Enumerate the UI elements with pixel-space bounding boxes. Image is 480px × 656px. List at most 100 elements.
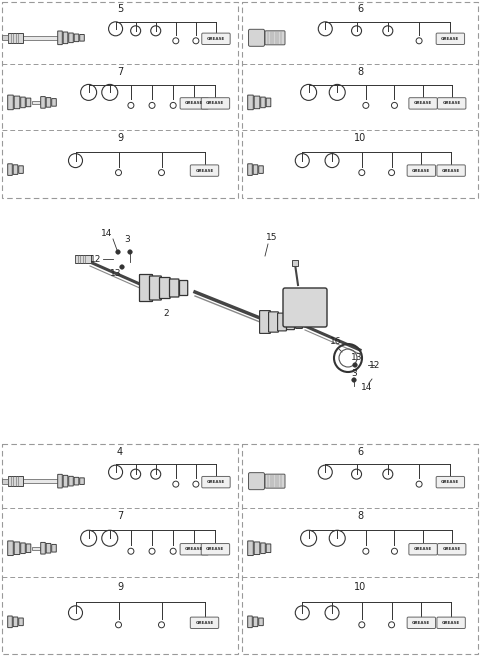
Text: GREASE: GREASE bbox=[207, 37, 225, 41]
Text: GREASE: GREASE bbox=[441, 37, 459, 41]
FancyBboxPatch shape bbox=[266, 98, 271, 107]
FancyBboxPatch shape bbox=[140, 274, 153, 302]
FancyBboxPatch shape bbox=[190, 165, 219, 176]
Circle shape bbox=[128, 250, 132, 254]
FancyBboxPatch shape bbox=[169, 279, 179, 297]
Bar bbox=[2, 479, 8, 483]
Circle shape bbox=[296, 304, 304, 312]
FancyBboxPatch shape bbox=[8, 616, 12, 628]
Text: 14: 14 bbox=[101, 228, 113, 237]
Text: 12: 12 bbox=[369, 361, 381, 369]
FancyBboxPatch shape bbox=[259, 166, 264, 173]
FancyBboxPatch shape bbox=[201, 98, 229, 109]
Text: GREASE: GREASE bbox=[185, 547, 204, 551]
FancyBboxPatch shape bbox=[41, 543, 45, 554]
Text: GREASE: GREASE bbox=[412, 169, 431, 173]
Bar bbox=[8, 33, 23, 43]
FancyBboxPatch shape bbox=[19, 166, 24, 173]
FancyBboxPatch shape bbox=[46, 98, 51, 107]
FancyBboxPatch shape bbox=[180, 98, 208, 109]
Text: 8: 8 bbox=[357, 67, 363, 77]
FancyBboxPatch shape bbox=[190, 617, 219, 628]
FancyBboxPatch shape bbox=[80, 478, 84, 484]
FancyBboxPatch shape bbox=[52, 98, 56, 106]
FancyBboxPatch shape bbox=[8, 95, 13, 110]
FancyBboxPatch shape bbox=[248, 541, 253, 556]
FancyBboxPatch shape bbox=[8, 541, 13, 556]
Text: 10: 10 bbox=[354, 133, 366, 144]
Text: 7: 7 bbox=[117, 67, 123, 77]
Text: 9: 9 bbox=[117, 582, 123, 592]
Text: GREASE: GREASE bbox=[207, 480, 225, 484]
FancyBboxPatch shape bbox=[266, 544, 271, 552]
FancyBboxPatch shape bbox=[437, 617, 465, 628]
FancyBboxPatch shape bbox=[259, 618, 264, 626]
FancyBboxPatch shape bbox=[14, 542, 20, 554]
Text: GREASE: GREASE bbox=[442, 621, 460, 625]
FancyBboxPatch shape bbox=[254, 96, 260, 109]
Circle shape bbox=[352, 378, 356, 382]
Text: 15: 15 bbox=[266, 234, 278, 243]
Bar bbox=[23, 479, 58, 483]
Text: 13: 13 bbox=[110, 268, 122, 277]
FancyBboxPatch shape bbox=[202, 33, 230, 45]
FancyBboxPatch shape bbox=[277, 313, 287, 331]
FancyBboxPatch shape bbox=[409, 98, 437, 109]
Text: GREASE: GREASE bbox=[441, 480, 459, 484]
Text: 14: 14 bbox=[361, 384, 372, 392]
FancyBboxPatch shape bbox=[202, 476, 230, 488]
FancyBboxPatch shape bbox=[437, 98, 466, 109]
Bar bbox=[75, 255, 91, 263]
Text: GREASE: GREASE bbox=[412, 621, 431, 625]
FancyBboxPatch shape bbox=[248, 616, 252, 628]
FancyBboxPatch shape bbox=[63, 32, 68, 43]
Text: GREASE: GREASE bbox=[206, 102, 225, 106]
FancyBboxPatch shape bbox=[149, 276, 161, 300]
FancyBboxPatch shape bbox=[296, 316, 302, 329]
FancyBboxPatch shape bbox=[159, 277, 170, 298]
FancyBboxPatch shape bbox=[13, 617, 18, 626]
Text: GREASE: GREASE bbox=[414, 547, 432, 551]
FancyBboxPatch shape bbox=[436, 476, 465, 488]
Text: 3: 3 bbox=[124, 236, 130, 245]
Text: 9: 9 bbox=[117, 133, 123, 144]
FancyBboxPatch shape bbox=[52, 544, 56, 552]
Text: 11: 11 bbox=[309, 289, 321, 298]
Text: GREASE: GREASE bbox=[443, 102, 461, 106]
FancyBboxPatch shape bbox=[253, 617, 258, 626]
FancyBboxPatch shape bbox=[58, 474, 62, 488]
Text: GREASE: GREASE bbox=[195, 169, 214, 173]
FancyBboxPatch shape bbox=[201, 544, 229, 555]
Text: 4: 4 bbox=[117, 447, 123, 457]
FancyBboxPatch shape bbox=[265, 31, 285, 45]
Text: 6: 6 bbox=[357, 447, 363, 457]
FancyBboxPatch shape bbox=[287, 314, 294, 330]
FancyBboxPatch shape bbox=[69, 476, 73, 486]
Text: 2: 2 bbox=[163, 308, 169, 318]
FancyBboxPatch shape bbox=[261, 97, 265, 108]
Circle shape bbox=[353, 363, 357, 367]
Text: 5: 5 bbox=[117, 5, 123, 14]
Text: 16: 16 bbox=[330, 337, 342, 346]
FancyBboxPatch shape bbox=[437, 165, 465, 176]
FancyBboxPatch shape bbox=[248, 95, 253, 110]
Circle shape bbox=[116, 250, 120, 254]
Circle shape bbox=[291, 299, 309, 317]
FancyBboxPatch shape bbox=[180, 544, 208, 555]
Text: 6: 6 bbox=[357, 5, 363, 14]
Text: GREASE: GREASE bbox=[414, 102, 432, 106]
Bar bbox=[2, 35, 8, 40]
Circle shape bbox=[120, 265, 124, 269]
FancyBboxPatch shape bbox=[409, 544, 437, 555]
FancyBboxPatch shape bbox=[74, 478, 79, 485]
FancyBboxPatch shape bbox=[269, 312, 278, 332]
FancyBboxPatch shape bbox=[26, 544, 31, 552]
FancyBboxPatch shape bbox=[437, 544, 466, 555]
FancyBboxPatch shape bbox=[248, 164, 252, 175]
Text: 10: 10 bbox=[354, 582, 366, 592]
FancyBboxPatch shape bbox=[283, 288, 327, 327]
FancyBboxPatch shape bbox=[253, 165, 258, 174]
FancyBboxPatch shape bbox=[436, 33, 465, 45]
FancyBboxPatch shape bbox=[63, 476, 68, 487]
Text: GREASE: GREASE bbox=[185, 102, 204, 106]
